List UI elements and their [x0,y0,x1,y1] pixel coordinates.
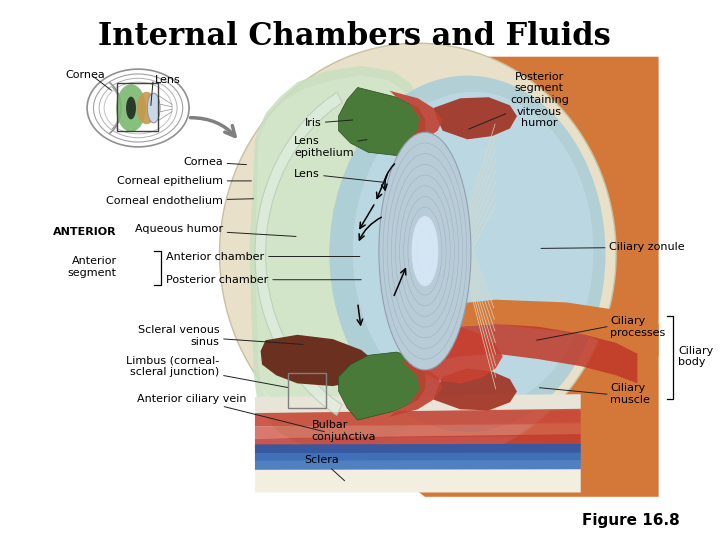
Polygon shape [255,453,581,462]
Ellipse shape [137,92,156,124]
Text: Cornea: Cornea [65,70,105,79]
Ellipse shape [379,132,471,370]
Polygon shape [255,92,342,415]
Text: Ciliary zonule: Ciliary zonule [541,242,685,252]
Polygon shape [261,335,375,386]
Polygon shape [418,324,637,383]
Text: Anterior
segment: Anterior segment [68,256,117,278]
Text: Lens
epithelium: Lens epithelium [294,136,367,158]
Text: Ciliary
muscle: Ciliary muscle [611,383,650,405]
Polygon shape [390,357,443,417]
Polygon shape [255,460,581,470]
Polygon shape [338,352,425,420]
Polygon shape [255,76,414,437]
Polygon shape [418,300,659,356]
Ellipse shape [329,76,606,432]
Text: Posterior
segment
containing
vitreous
humor: Posterior segment containing vitreous hu… [469,72,569,129]
Polygon shape [338,87,425,156]
Polygon shape [255,422,581,438]
Text: Corneal endothelium: Corneal endothelium [107,196,253,206]
Polygon shape [255,434,581,448]
Text: Aqueous humor: Aqueous humor [135,225,296,237]
Text: Figure 16.8: Figure 16.8 [582,513,680,528]
Text: Bulbar
conjunctiva: Bulbar conjunctiva [312,420,376,442]
Polygon shape [249,66,421,449]
Text: Scleral venous
sinus: Scleral venous sinus [138,325,303,347]
Ellipse shape [126,97,136,119]
Polygon shape [255,394,581,413]
Ellipse shape [116,84,146,132]
Polygon shape [255,444,581,454]
Polygon shape [390,91,443,150]
Text: Anterior ciliary vein: Anterior ciliary vein [137,394,325,431]
Text: ANTERIOR: ANTERIOR [53,227,117,237]
Ellipse shape [220,43,616,464]
Polygon shape [433,97,517,139]
Ellipse shape [148,93,160,123]
Polygon shape [433,368,517,410]
Text: Internal Chambers and Fluids: Internal Chambers and Fluids [98,21,611,51]
Text: Corneal epithelium: Corneal epithelium [117,176,251,186]
Polygon shape [361,57,659,497]
Ellipse shape [411,216,438,286]
Text: Lens: Lens [154,75,180,85]
Text: Posterior chamber: Posterior chamber [166,275,361,285]
Text: Lens: Lens [294,169,384,183]
Text: Limbus (corneal-
scleral junction): Limbus (corneal- scleral junction) [126,355,287,388]
Text: Sclera: Sclera [305,455,345,481]
Polygon shape [255,468,581,492]
Polygon shape [418,324,503,383]
Bar [287,373,326,408]
Polygon shape [255,409,581,427]
Text: Anterior chamber: Anterior chamber [166,252,360,261]
Ellipse shape [353,92,593,410]
Bar [117,83,158,131]
Text: Cornea: Cornea [184,157,246,167]
Text: Ciliary
processes: Ciliary processes [611,316,666,338]
Text: Ciliary
body: Ciliary body [678,346,714,367]
Text: Iris: Iris [305,118,353,128]
